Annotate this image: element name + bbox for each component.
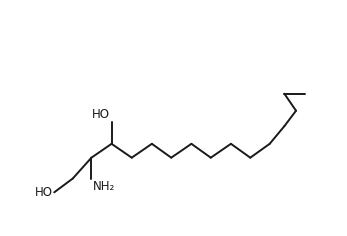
Text: NH₂: NH₂ (93, 180, 115, 193)
Text: HO: HO (35, 186, 53, 199)
Text: HO: HO (92, 109, 110, 122)
